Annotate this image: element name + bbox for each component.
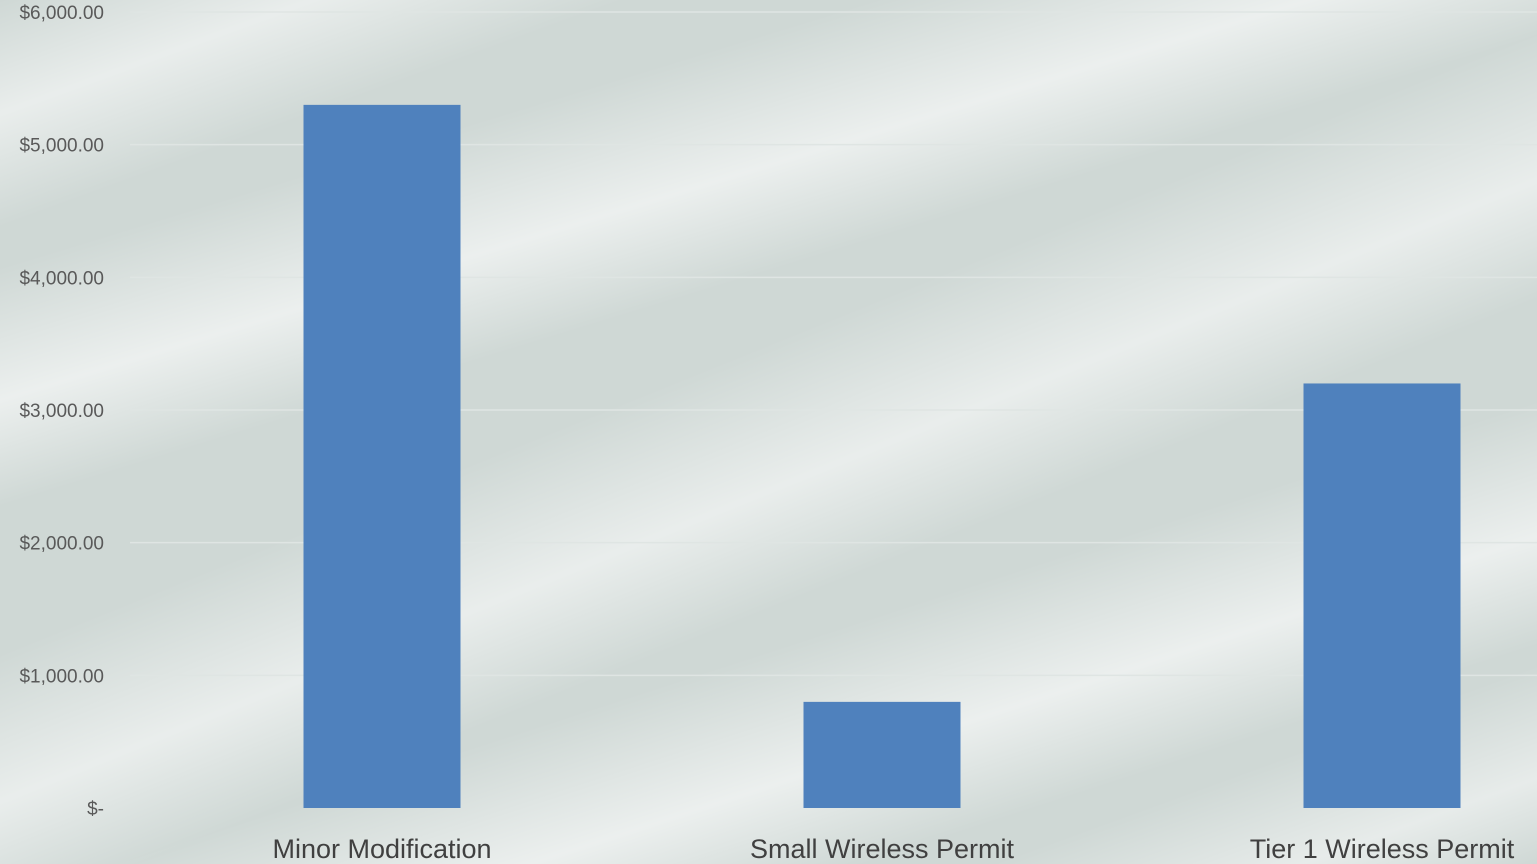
y-tick-label: $3,000.00 [19,401,104,422]
y-tick-label: $6,000.00 [19,3,104,24]
y-tick-label: $- [87,799,104,820]
bars [303,104,1461,808]
x-category-label: Tier 1 Wireless Permit [1250,834,1515,864]
y-tick-label: $2,000.00 [19,534,104,555]
y-tick-label: $1,000.00 [19,666,104,687]
y-axis-tick-labels: $- $1,000.00 $2,000.00 $3,000.00 $4,000.00 $5… [19,3,104,820]
x-category-label: Small Wireless Permit [750,834,1015,864]
bar [1303,383,1461,808]
bar [803,701,961,808]
x-axis-category-labels: Minor Modification Small Wireless Permit T… [272,834,1514,864]
y-tick-label: $5,000.00 [19,136,104,157]
bar [303,104,461,808]
y-tick-label: $4,000.00 [19,268,104,289]
x-category-label: Minor Modification [272,834,491,864]
